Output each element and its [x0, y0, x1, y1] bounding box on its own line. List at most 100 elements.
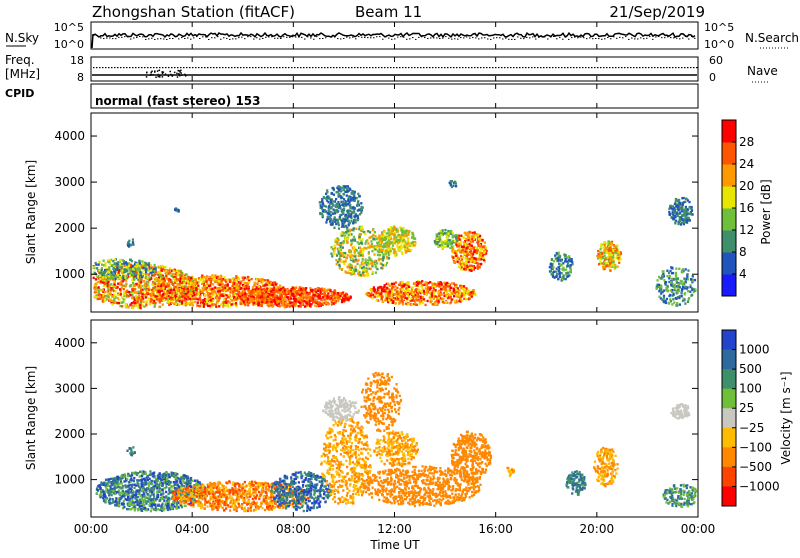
heatmap-cell [256, 286, 258, 288]
heatmap-cell [342, 225, 344, 227]
heatmap-cell [395, 241, 397, 243]
nave-dot [213, 67, 215, 68]
nave-dot [144, 67, 146, 68]
heatmap-cell [304, 305, 306, 307]
heatmap-cell [98, 286, 100, 288]
nsky-tick-bottom: 10^0 [54, 38, 84, 51]
nave-dot [402, 67, 404, 68]
nave-dot [636, 67, 638, 68]
heatmap-cell [237, 285, 239, 287]
heatmap-cell [242, 279, 244, 281]
heatmap-cell [374, 292, 376, 294]
heatmap-cell [382, 301, 384, 303]
heatmap-cell [433, 288, 435, 290]
heatmap-cell [440, 288, 442, 290]
heatmap-cell [309, 303, 311, 305]
heatmap-cell [472, 268, 474, 270]
heatmap-cell [348, 220, 350, 222]
heatmap-cell [414, 302, 416, 304]
heatmap-cell [111, 271, 113, 273]
heatmap-cell [321, 293, 323, 295]
heatmap-cell [330, 211, 332, 213]
heatmap-cell [341, 196, 343, 198]
heatmap-cell [161, 297, 163, 299]
heatmap-cell [346, 257, 348, 259]
heatmap-cell [407, 237, 409, 239]
nsearch-tick-top: 10^5 [704, 21, 734, 34]
nave-dot [300, 67, 302, 68]
heatmap-cell [350, 297, 352, 299]
nsearch-dot [421, 36, 423, 37]
heatmap-cell [343, 189, 345, 191]
heatmap-cell [322, 210, 324, 212]
heatmap-cell [335, 301, 337, 303]
heatmap-cell [395, 281, 397, 283]
heatmap-cell [421, 286, 423, 288]
heatmap-cell [245, 299, 247, 301]
heatmap-cell [381, 295, 383, 297]
heatmap-cell [460, 235, 462, 237]
heatmap-cell [257, 282, 259, 284]
heatmap-cell [362, 274, 364, 276]
nsearch-dot [610, 38, 612, 39]
nsearch-dot [658, 36, 660, 37]
heatmap-cell [312, 289, 314, 291]
heatmap-cell [148, 289, 150, 291]
nsearch-dot [655, 36, 657, 37]
heatmap-cell [354, 250, 356, 252]
heatmap-cell [108, 266, 110, 268]
heatmap-cell [415, 296, 417, 298]
heatmap-cell [395, 236, 397, 238]
nave-dot [465, 67, 467, 68]
heatmap-cell [328, 196, 330, 198]
heatmap-cell [339, 216, 341, 218]
heatmap-cell [401, 231, 403, 233]
heatmap-cell [384, 290, 386, 292]
heatmap-cell [391, 232, 393, 234]
heatmap-cell [257, 304, 259, 306]
nsearch-dot [634, 38, 636, 39]
heatmap-cell [337, 297, 339, 299]
heatmap-cell [330, 253, 332, 255]
heatmap-cell [305, 301, 307, 303]
heatmap-cell [357, 215, 359, 217]
heatmap-cell [329, 217, 331, 219]
heatmap-cell [341, 293, 343, 295]
heatmap-cell [260, 304, 262, 306]
nave-dot [486, 67, 488, 68]
heatmap-cell [275, 283, 277, 285]
heatmap-cell [357, 204, 359, 206]
nave-dot [576, 67, 578, 68]
heatmap-cell [411, 236, 413, 238]
nsearch-dot [112, 38, 114, 39]
heatmap-cell [333, 253, 335, 255]
heatmap-cell [357, 193, 359, 195]
nave-label: Nave [747, 64, 778, 78]
heatmap-cell [98, 264, 100, 266]
heatmap-cell [376, 262, 378, 264]
heatmap-cell [119, 259, 121, 261]
nave-tick-bottom: 0 [709, 71, 716, 84]
nsearch-dot [103, 38, 105, 39]
nsearch-dot [139, 36, 141, 37]
nsearch-dot [292, 36, 294, 37]
heatmap-cell [311, 300, 313, 302]
heatmap-cell [359, 238, 361, 240]
heatmap-cell [321, 206, 323, 208]
heatmap-cell [233, 287, 235, 289]
heatmap-cell [473, 238, 475, 240]
heatmap-cell [365, 240, 367, 242]
heatmap-cell [377, 287, 379, 289]
nsearch-tick-bottom: 10^0 [704, 38, 734, 51]
heatmap-cell [376, 242, 378, 244]
nave-dot [318, 67, 320, 68]
nave-dot [411, 67, 413, 68]
heatmap-cell [414, 244, 416, 246]
heatmap-cell [157, 290, 159, 292]
heatmap-cell [373, 238, 375, 240]
heatmap-cell [222, 286, 224, 288]
heatmap-cell [121, 270, 123, 272]
heatmap-cell [107, 295, 109, 297]
heatmap-cell [257, 295, 259, 297]
heatmap-cell [222, 295, 224, 297]
